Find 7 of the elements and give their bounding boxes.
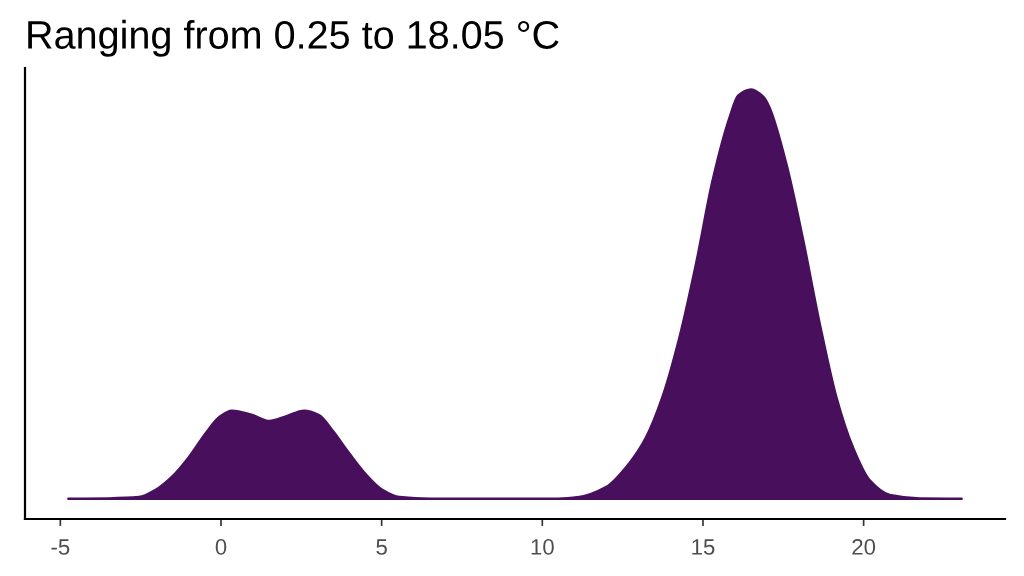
x-tick-label: 0 xyxy=(215,539,227,555)
chart-title: Ranging from 0.25 to 18.05 °C xyxy=(28,19,559,57)
x-tick-label: 10 xyxy=(531,539,554,555)
x-tick-label: -5 xyxy=(51,539,70,555)
x-tick-label: 20 xyxy=(852,539,876,555)
x-tick-label: 5 xyxy=(376,539,387,555)
x-tick-label: 15 xyxy=(692,539,715,555)
